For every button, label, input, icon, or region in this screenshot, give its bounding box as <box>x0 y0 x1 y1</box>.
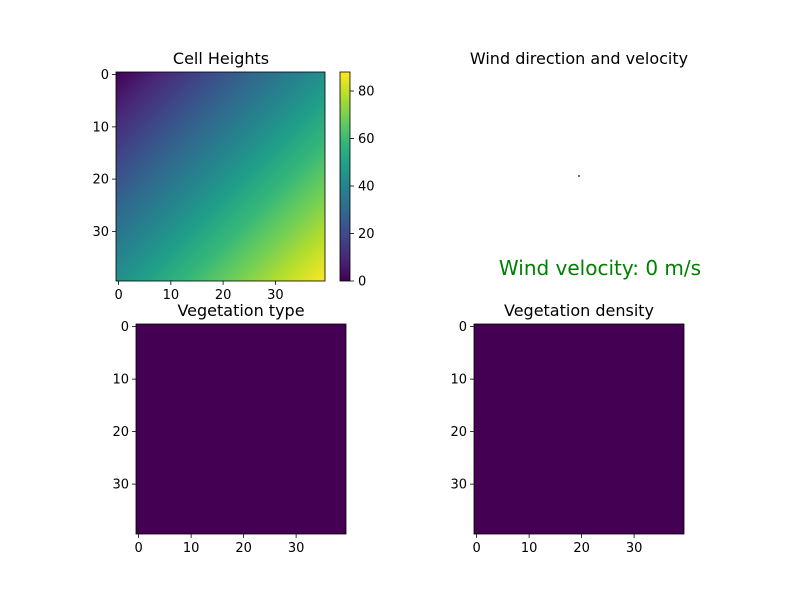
colorbar-ticks: 0 20 40 60 80 <box>350 85 375 290</box>
vegetation-density-frame <box>473 323 685 535</box>
vegetation-density-xtick-label: 20 <box>573 541 590 556</box>
vegetation-density-panel: 0 10 20 30 0 10 20 30 Vegetation density <box>450 301 685 556</box>
colorbar-tick-label: 60 <box>358 132 375 147</box>
heights-ytick-label: 20 <box>92 173 109 188</box>
vegetation-type-ytick-label: 30 <box>112 478 129 493</box>
vegetation-density-ytick-label: 10 <box>450 373 467 388</box>
heights-xtick-label: 30 <box>267 288 284 303</box>
vegetation-density-xtick-label: 10 <box>521 541 538 556</box>
vegetation-density-heatmap[interactable] <box>474 324 684 534</box>
vegetation-type-heatmap[interactable] <box>136 324 346 534</box>
heights-ytick-label: 0 <box>101 68 109 83</box>
vegetation-type-xtick-label: 10 <box>183 541 200 556</box>
colorbar-tick-label: 80 <box>358 85 375 100</box>
heights-xtick-label: 0 <box>114 288 122 303</box>
vegetation-density-xtick-label: 0 <box>472 541 480 556</box>
vegetation-density-ticks: 0 10 20 30 0 10 20 30 <box>450 320 642 556</box>
vegetation-type-ytick-label: 20 <box>112 425 129 440</box>
colorbar-tick-label: 0 <box>358 275 366 290</box>
vegetation-type-frame <box>135 323 347 535</box>
heights-xtick-label: 20 <box>215 288 232 303</box>
vegetation-density-xtick-label: 30 <box>626 541 643 556</box>
vegetation-type-panel: 0 10 20 30 0 10 20 30 Vegetation type <box>112 301 347 556</box>
wind-title: Wind direction and velocity <box>470 49 688 68</box>
heights-xtick-label: 10 <box>163 288 180 303</box>
vegetation-type-xtick-label: 30 <box>288 541 305 556</box>
vegetation-density-ytick-label: 30 <box>450 478 467 493</box>
cell-heights-panel: Cell Heights 0 10 20 30 0 10 20 30 0 20 40 60 80 <box>92 49 374 303</box>
heights-ytick-label: 10 <box>92 120 109 135</box>
vegetation-type-ticks: 0 10 20 30 0 10 20 30 <box>112 320 304 556</box>
cell-heights-title: Cell Heights <box>173 49 269 68</box>
vegetation-type-title: Vegetation type <box>177 301 304 320</box>
wind-velocity-annotation: Wind velocity: 0 m/s <box>499 256 701 280</box>
vegetation-type-ytick-label: 10 <box>112 373 129 388</box>
heights-ytick-label: 30 <box>92 225 109 240</box>
vegetation-type-xtick-label: 20 <box>235 541 252 556</box>
colorbar-tick-label: 40 <box>358 180 375 195</box>
colorbar-tick-label: 20 <box>358 227 375 242</box>
vegetation-density-ytick-label: 20 <box>450 425 467 440</box>
cell-heights-frame <box>115 71 326 282</box>
vegetation-type-xtick-label: 0 <box>134 541 142 556</box>
wind-vector-point <box>578 175 580 177</box>
cell-heights-ticks: 0 10 20 30 0 10 20 30 <box>92 68 283 303</box>
wind-panel: Wind direction and velocity Wind velocit… <box>470 49 701 280</box>
cell-heights-colorbar[interactable] <box>339 71 351 282</box>
vegetation-density-ytick-label: 0 <box>459 320 467 335</box>
vegetation-type-ytick-label: 0 <box>121 320 129 335</box>
cell-heights-heatmap[interactable] <box>116 72 325 281</box>
vegetation-density-title: Vegetation density <box>504 301 654 320</box>
